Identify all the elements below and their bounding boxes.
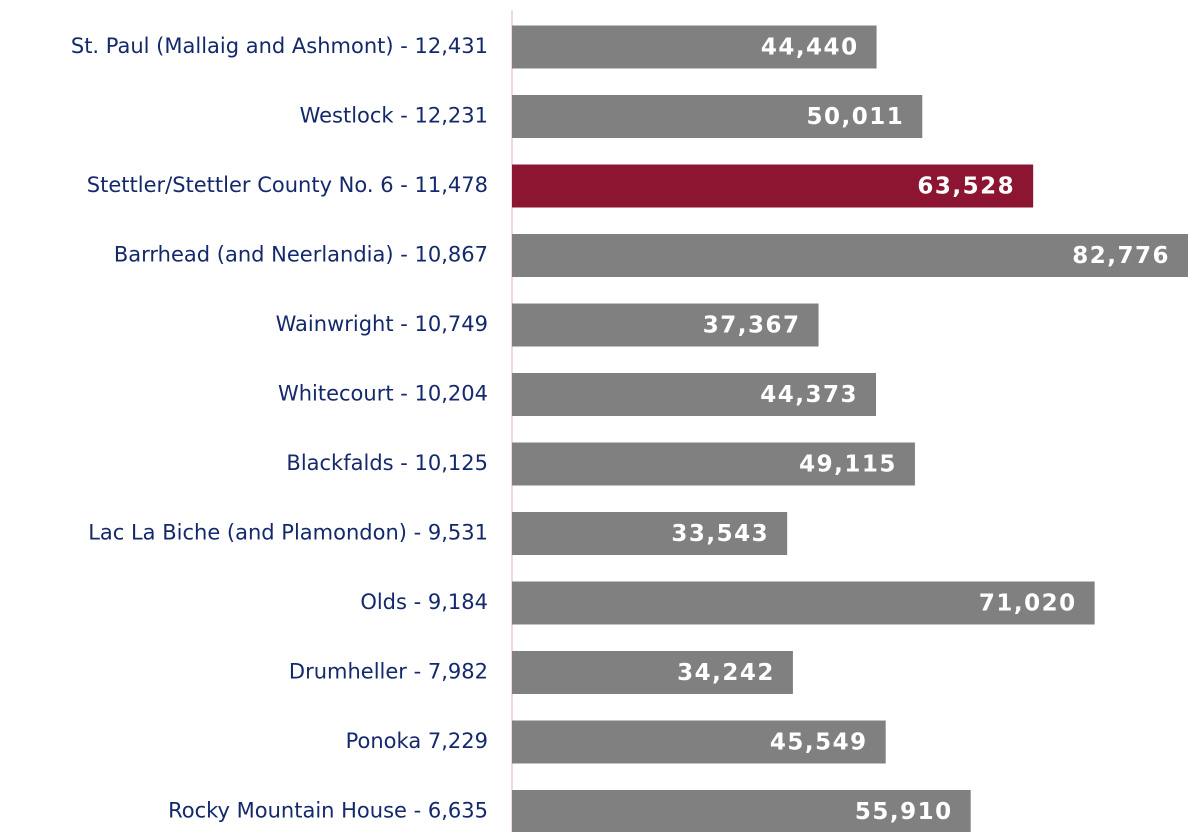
value-label: 44,373 [760,382,858,408]
value-label: 37,367 [703,313,801,339]
bar [512,651,793,694]
value-label: 63,528 [917,174,1015,200]
category-label: Olds - 9,184 [360,590,488,614]
category-label: Stettler/Stettler County No. 6 - 11,478 [87,173,488,197]
bar [512,512,788,555]
category-label: Whitecourt - 10,204 [278,382,488,406]
value-label: 50,011 [807,104,905,130]
value-label: 44,440 [761,35,859,61]
value-label: 71,020 [979,591,1077,617]
bar [512,25,877,69]
bar [512,164,1034,208]
bar [512,234,1188,277]
value-label: 34,242 [677,660,775,686]
category-label: Westlock - 12,231 [300,104,488,128]
bar [512,790,971,832]
bar [512,720,886,764]
bar [512,373,877,416]
category-label: Blackfalds - 10,125 [286,451,488,475]
value-label: 45,549 [770,730,868,756]
value-label: 33,543 [671,521,769,547]
value-label: 55,910 [855,799,953,825]
bar [512,303,819,347]
bar [512,581,1095,625]
category-label: Ponoka 7,229 [346,729,488,753]
category-label: Wainwright - 10,749 [276,312,488,336]
category-label: St. Paul (Mallaig and Ashmont) - 12,431 [71,34,488,58]
category-label: Rocky Mountain House - 6,635 [168,799,488,823]
bar [512,442,915,486]
category-label: Barrhead (and Neerlandia) - 10,867 [114,243,488,267]
category-label: Drumheller - 7,982 [289,660,488,684]
bar [512,95,923,138]
category-label: Lac La Biche (and Plamondon) - 9,531 [88,521,488,545]
value-label: 82,776 [1072,243,1170,269]
value-label: 49,115 [799,452,897,478]
